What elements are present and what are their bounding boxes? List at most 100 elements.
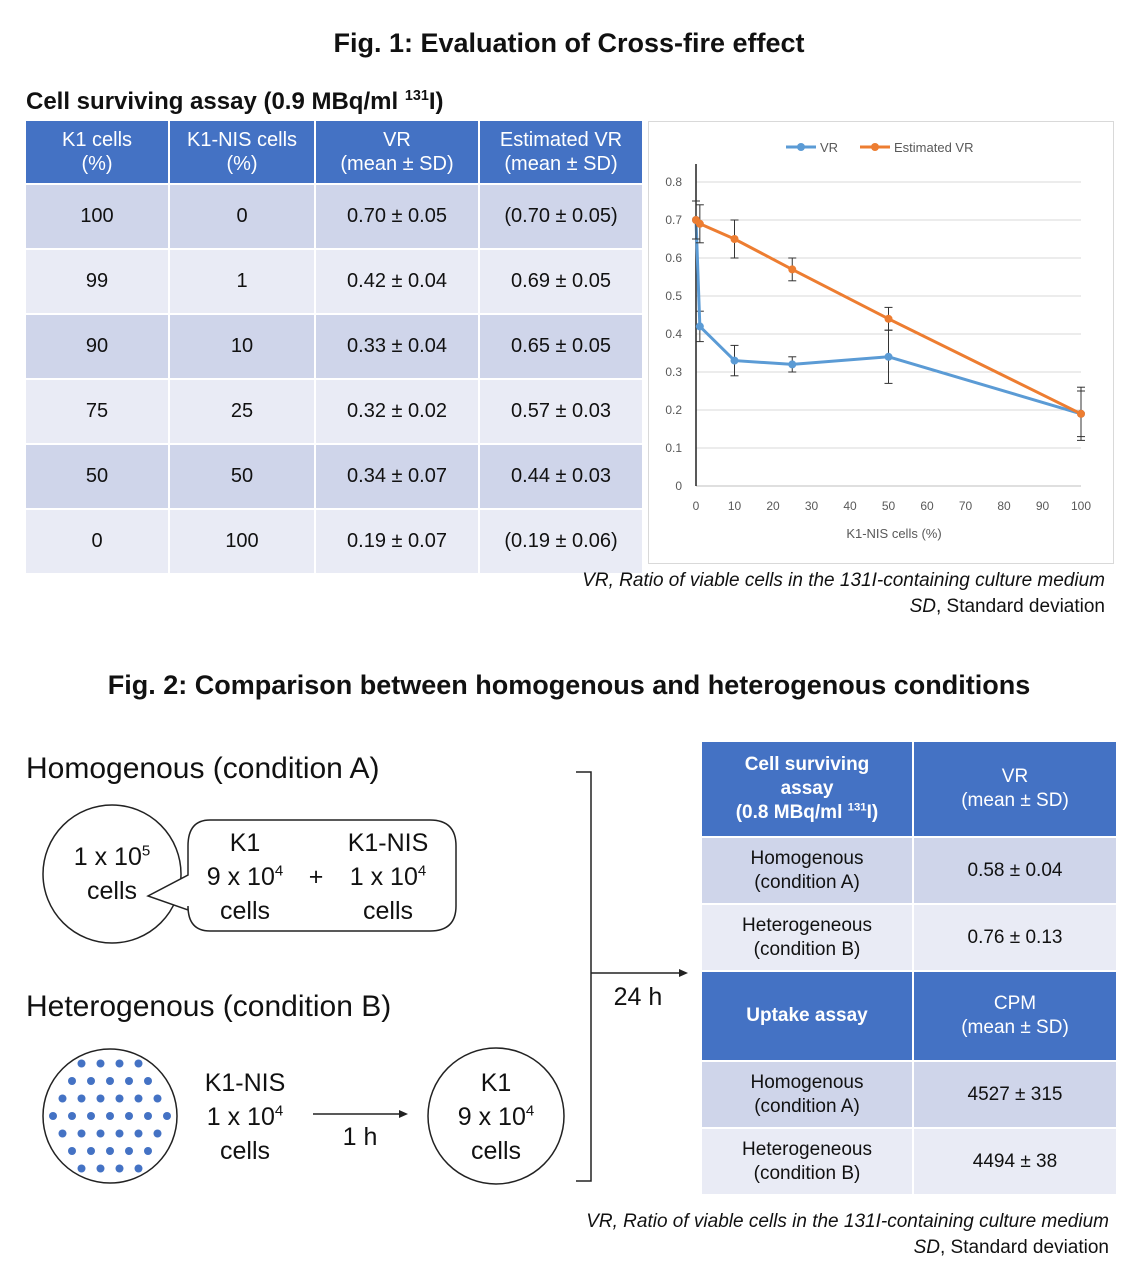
fig1-chart: 0 0.1 0.2 0.3 0.4 0.5 0.6 0.7 0.8 0 10 20 30 40 50 60 70… bbox=[648, 121, 1114, 564]
cell-dot bbox=[134, 1094, 143, 1103]
cell-dot bbox=[134, 1129, 143, 1138]
table-row: Homogenous (condition A) 4527 ± 315 bbox=[702, 1062, 1116, 1127]
cell-dot bbox=[87, 1112, 95, 1120]
table-row: 0 100 0.19 ± 0.07 (0.19 ± 0.06) bbox=[26, 510, 642, 573]
arrow-24h-head bbox=[679, 969, 688, 977]
cell-dot bbox=[77, 1094, 86, 1103]
k1-circle bbox=[427, 1047, 565, 1185]
y-tick-label: 0.1 bbox=[665, 441, 682, 455]
composition-bubble bbox=[146, 819, 457, 932]
x-tick-label: 30 bbox=[805, 499, 819, 513]
cell-dot bbox=[96, 1059, 105, 1068]
cell-dot bbox=[115, 1094, 124, 1103]
data-point bbox=[695, 219, 704, 228]
chart-ticks: 0 0.1 0.2 0.3 0.4 0.5 0.6 0.7 0.8 0 10 20 30 40 50 60 70… bbox=[665, 175, 1091, 513]
y-tick-label: 0.8 bbox=[665, 175, 682, 189]
cell-dot bbox=[68, 1077, 76, 1085]
table-row: Heterogeneous (condition B) 4494 ± 38 bbox=[702, 1129, 1116, 1194]
data-point bbox=[1077, 409, 1085, 418]
x-tick-label: 50 bbox=[882, 499, 896, 513]
legend-marker bbox=[871, 143, 879, 151]
header-k1: K1 cells (%) bbox=[26, 121, 168, 183]
cell-dot bbox=[106, 1077, 114, 1085]
table-row: 50 50 0.34 ± 0.07 0.44 ± 0.03 bbox=[26, 445, 642, 508]
x-tick-label: 10 bbox=[728, 499, 742, 513]
table-row: 75 25 0.32 ± 0.02 0.57 ± 0.03 bbox=[26, 380, 642, 443]
header-k1-nis: K1-NIS cells (%) bbox=[170, 121, 314, 183]
fig2-title: Fig. 2: Comparison between homogenous an… bbox=[107, 670, 1031, 700]
header-vr: VR (mean ± SD) bbox=[914, 742, 1116, 836]
header-cell-surviving: Cell surviving assay (0.8 MBq/ml 131I) bbox=[702, 742, 912, 836]
x-tick-label: 20 bbox=[766, 499, 780, 513]
header-cpm: CPM (mean ± SD) bbox=[914, 972, 1116, 1060]
cell-dot bbox=[77, 1129, 86, 1138]
cell-dot bbox=[58, 1129, 67, 1138]
arrow-1h-label: 1 h bbox=[342, 1123, 378, 1151]
arrow-1h-head bbox=[399, 1110, 408, 1118]
cell-dot bbox=[96, 1129, 105, 1138]
x-tick-label: 90 bbox=[1036, 499, 1050, 513]
cell-dot bbox=[87, 1077, 95, 1085]
header-estimated-vr: Estimated VR (mean ± SD) bbox=[480, 121, 642, 183]
y-tick-label: 0.3 bbox=[665, 365, 682, 379]
data-point bbox=[884, 314, 893, 323]
k1-nis-b-text: K1-NIS 1 x 104 cells bbox=[204, 1069, 286, 1165]
arrow-24h-label: 24 h bbox=[613, 983, 663, 1011]
data-point bbox=[884, 352, 893, 361]
table-row: 99 1 0.42 ± 0.04 0.69 ± 0.05 bbox=[26, 250, 642, 313]
y-tick-label: 0.7 bbox=[665, 213, 682, 227]
cell-dot bbox=[106, 1147, 114, 1155]
y-tick-label: 0 bbox=[675, 479, 682, 493]
chart-legend: VR Estimated VR bbox=[786, 140, 973, 155]
fig2-note-2: SD, Standard deviation bbox=[913, 1237, 1109, 1258]
cell-dot bbox=[163, 1112, 171, 1120]
table-header-row: Uptake assay CPM (mean ± SD) bbox=[702, 972, 1116, 1060]
homogenous-label: Homogenous (condition A) bbox=[26, 752, 380, 785]
fig2-note-1: VR, Ratio of viable cells in the 131I-co… bbox=[586, 1211, 1109, 1232]
cell-dot bbox=[115, 1164, 124, 1173]
cell-dot bbox=[96, 1094, 105, 1103]
y-tick-label: 0.4 bbox=[665, 327, 682, 341]
heterogenous-label: Heterogenous (condition B) bbox=[26, 990, 392, 1023]
chart-series bbox=[692, 200, 1085, 441]
cell-dot bbox=[49, 1112, 57, 1120]
cell-dot bbox=[125, 1112, 133, 1120]
bracket bbox=[576, 771, 592, 1182]
x-axis-label: K1-NIS cells (%) bbox=[846, 526, 941, 541]
x-tick-label: 80 bbox=[997, 499, 1011, 513]
y-tick-label: 0.6 bbox=[665, 251, 682, 265]
line-chart-svg: 0 0.1 0.2 0.3 0.4 0.5 0.6 0.7 0.8 0 10 20 30 40 50 60 70… bbox=[665, 140, 1091, 541]
legend-marker bbox=[797, 143, 805, 151]
data-point bbox=[788, 360, 797, 369]
total-cells-text: 1 x 105 cells bbox=[73, 842, 151, 905]
data-point bbox=[730, 356, 739, 365]
header-uptake-assay: Uptake assay bbox=[702, 972, 912, 1060]
fig1-table: K1 cells (%) K1-NIS cells (%) VR (mean ± SD… bbox=[24, 119, 644, 575]
table-row: Heterogeneous (condition B) 0.76 ± 0.13 bbox=[702, 905, 1116, 970]
k1-b-text: K1 9 x 104 cells bbox=[457, 1069, 535, 1165]
header-vr: VR (mean ± SD) bbox=[316, 121, 478, 183]
cell-dot bbox=[77, 1164, 86, 1173]
cell-dot bbox=[115, 1059, 124, 1068]
cell-dot bbox=[87, 1147, 95, 1155]
table-row: 90 10 0.33 ± 0.04 0.65 ± 0.05 bbox=[26, 315, 642, 378]
cell-dot bbox=[134, 1164, 143, 1173]
fig1-table-header: K1 cells (%) K1-NIS cells (%) VR (mean ± SD… bbox=[26, 121, 642, 183]
cell-dot bbox=[106, 1112, 114, 1120]
total-cells-circle bbox=[42, 804, 182, 944]
cell-dot bbox=[144, 1077, 152, 1085]
cell-dot bbox=[115, 1129, 124, 1138]
legend-label: VR bbox=[820, 140, 838, 155]
fig1-title: Fig. 1: Evaluation of Cross-fire effect bbox=[333, 28, 805, 58]
x-tick-label: 100 bbox=[1071, 499, 1091, 513]
table-header-row: Cell surviving assay (0.8 MBq/ml 131I) VR(… bbox=[702, 742, 1116, 836]
k1-nis-composition: K1-NIS 1 x 104 cells bbox=[347, 829, 429, 925]
data-point bbox=[730, 235, 739, 243]
x-tick-label: 70 bbox=[959, 499, 973, 513]
k1-composition: K1 9 x 104 cells bbox=[206, 829, 284, 925]
cell-dot bbox=[77, 1059, 86, 1068]
fig1-note-2: SD, Standard deviation bbox=[909, 596, 1105, 617]
data-point bbox=[788, 265, 797, 274]
cell-dot bbox=[68, 1112, 76, 1120]
